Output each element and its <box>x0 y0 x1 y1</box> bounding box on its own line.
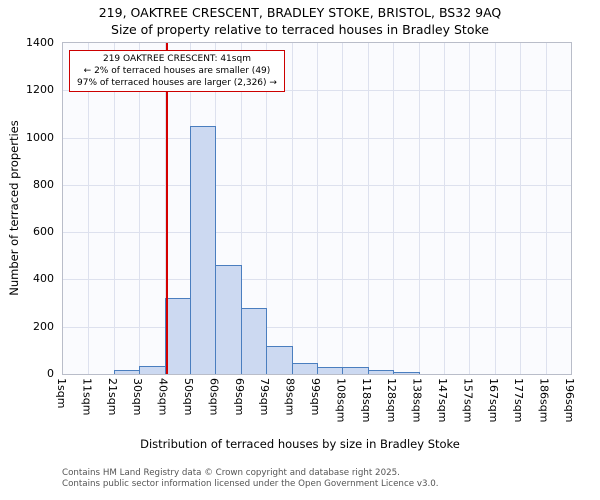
chart-subtitle: Size of property relative to terraced ho… <box>111 22 489 37</box>
x-gridline <box>139 43 141 374</box>
x-tick-label: 60sqm <box>207 378 221 416</box>
x-tick-label: 167sqm <box>486 378 500 423</box>
histogram-bar <box>113 370 141 374</box>
x-gridline <box>113 43 115 374</box>
histogram-bar <box>342 366 369 374</box>
x-gridline <box>342 43 344 374</box>
histogram-bar <box>240 307 268 374</box>
x-tick-label: 177sqm <box>512 378 526 423</box>
annotation-line-1: 219 OAKTREE CRESCENT: 41sqm <box>102 54 251 64</box>
x-tick-label: 30sqm <box>131 378 145 416</box>
histogram-bar <box>139 365 166 374</box>
x-gridline <box>494 43 496 374</box>
y-tick-label: 1400 <box>26 36 54 49</box>
x-tick-label: 40sqm <box>156 378 170 416</box>
x-tick-label: 79sqm <box>258 378 272 416</box>
y-tick-label: 0 <box>47 367 54 380</box>
footer-attribution-line-2: Contains public sector information licen… <box>62 479 439 489</box>
x-tick-label: 118sqm <box>359 378 373 423</box>
x-tick-label: 69sqm <box>232 378 246 416</box>
histogram-bar <box>291 363 318 374</box>
x-tick-label: 157sqm <box>461 378 475 423</box>
x-gridline <box>240 43 242 374</box>
x-gridline <box>469 43 471 374</box>
footer-attribution-line-1: Contains HM Land Registry data © Crown c… <box>62 468 400 478</box>
x-tick-label: 196sqm <box>563 378 576 423</box>
x-gridline <box>88 43 90 374</box>
histogram-bar <box>317 366 344 374</box>
y-tick-label: 200 <box>33 319 54 333</box>
x-axis-label: Distribution of terraced houses by size … <box>140 437 460 451</box>
y-tick-label: 600 <box>33 225 54 239</box>
y-tick-label: 400 <box>33 272 54 286</box>
plot-area: 219 OAKTREE CRESCENT: 41sqm ← 2% of terr… <box>62 42 572 375</box>
x-tick-label: 147sqm <box>436 378 449 423</box>
annotation-box: 219 OAKTREE CRESCENT: 41sqm ← 2% of terr… <box>69 50 285 92</box>
x-tick-label: 89sqm <box>283 378 297 416</box>
annotation-line-3: 97% of terraced houses are larger (2,326… <box>77 78 277 88</box>
x-gridline <box>545 43 547 374</box>
x-tick-label: 11sqm <box>80 378 94 416</box>
histogram-bar <box>367 370 395 374</box>
histogram-bar <box>190 125 217 374</box>
x-tick-label: 128sqm <box>385 378 399 423</box>
y-tick-label: 1200 <box>26 83 54 97</box>
x-gridline <box>444 43 445 374</box>
property-size-marker-line <box>166 43 169 374</box>
y-axis-label: Number of terraced properties <box>7 120 21 296</box>
y-tick-label: 1000 <box>26 130 54 144</box>
x-tick-label: 138sqm <box>410 378 424 423</box>
x-gridline <box>393 43 395 374</box>
x-gridline <box>291 43 293 374</box>
x-tick-label: 21sqm <box>105 378 119 416</box>
x-tick-label: 186sqm <box>537 378 551 423</box>
x-gridline <box>266 43 268 374</box>
x-gridline <box>520 43 522 374</box>
chart-title: 219, OAKTREE CRESCENT, BRADLEY STOKE, BR… <box>98 5 502 20</box>
histogram-bar <box>215 265 242 374</box>
y-tick-label: 800 <box>33 177 54 191</box>
annotation-line-2: ← 2% of terraced houses are smaller (49) <box>83 66 271 76</box>
x-gridline <box>367 43 369 374</box>
x-tick-label: 1sqm <box>55 378 68 409</box>
x-tick-label: 50sqm <box>182 378 195 416</box>
x-gridline <box>317 43 318 374</box>
histogram-bar <box>393 371 420 374</box>
histogram-bar <box>266 345 293 374</box>
histogram-bar <box>164 298 191 374</box>
x-tick-label: 108sqm <box>334 378 348 423</box>
x-gridline <box>418 43 420 374</box>
x-tick-label: 99sqm <box>309 378 322 416</box>
x-gridline <box>164 43 166 374</box>
